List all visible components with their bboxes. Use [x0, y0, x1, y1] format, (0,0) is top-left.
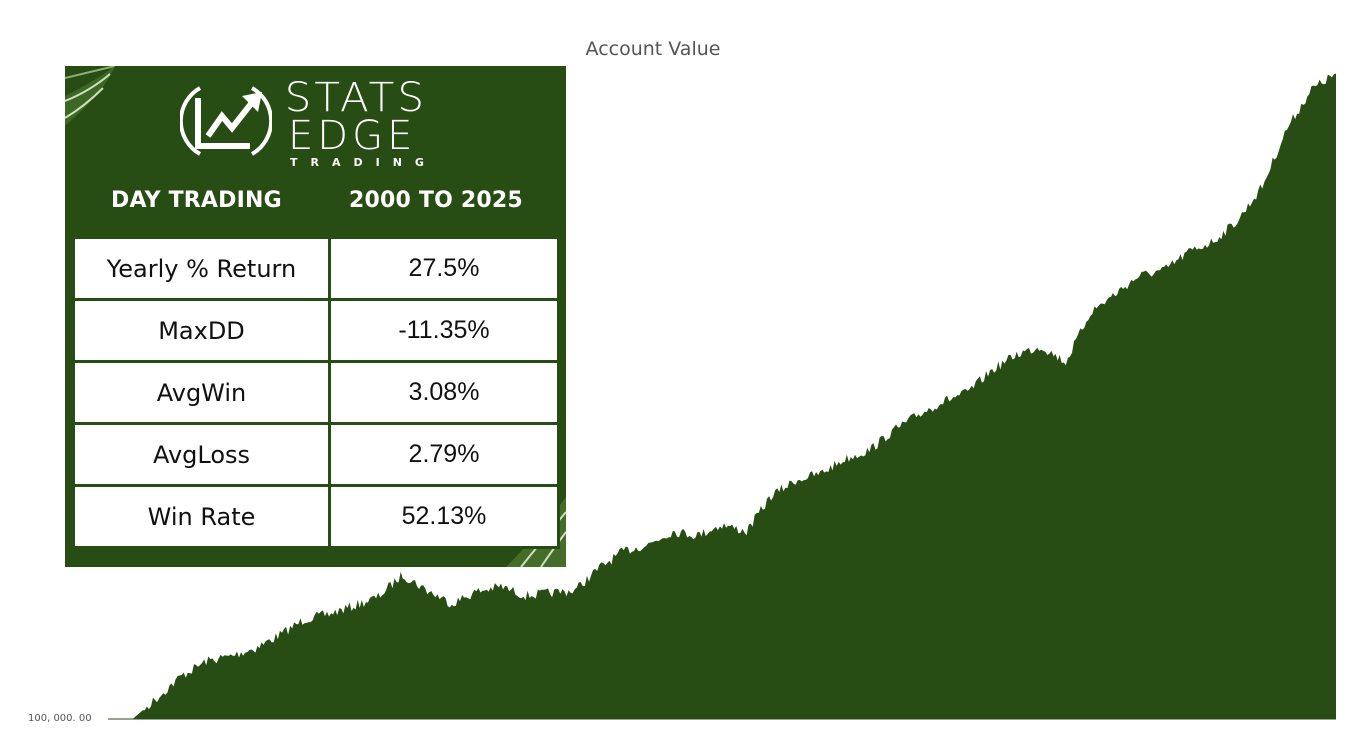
stat-value: 27.5% — [328, 236, 560, 301]
stats-row: Win Rate 52.13% — [72, 484, 560, 549]
stat-label: Win Rate — [72, 484, 331, 549]
stat-label: MaxDD — [72, 298, 331, 363]
trend-chart-logo-icon — [180, 86, 272, 156]
brand-edge: EDGE — [288, 113, 417, 159]
stat-label: Yearly % Return — [72, 236, 331, 301]
stats-row: Yearly % Return 27.5% — [72, 236, 560, 301]
stats-table: Yearly % Return 27.5% MaxDD -11.35% AvgW… — [72, 236, 560, 549]
chart-title: Account Value — [585, 38, 721, 60]
stat-value: 3.08% — [328, 360, 560, 425]
stats-row: AvgLoss 2.79% — [72, 422, 560, 487]
stat-label: AvgWin — [72, 360, 331, 425]
brand-trading: TRADING — [290, 156, 437, 169]
header-date-range: 2000 TO 2025 — [349, 188, 523, 213]
stat-value: 52.13% — [328, 484, 560, 549]
brand-stats: STATS — [284, 75, 428, 121]
stat-label: AvgLoss — [72, 422, 331, 487]
stats-row: MaxDD -11.35% — [72, 298, 560, 363]
header-day-trading: DAY TRADING — [111, 188, 282, 213]
stats-row: AvgWin 3.08% — [72, 360, 560, 425]
account-value-area — [108, 73, 1336, 720]
stat-value: -11.35% — [328, 298, 560, 363]
stat-value: 2.79% — [328, 422, 560, 487]
decorative-arc-top-left — [65, 66, 116, 126]
y-tick-label: 100, 000. 00 — [28, 713, 92, 724]
